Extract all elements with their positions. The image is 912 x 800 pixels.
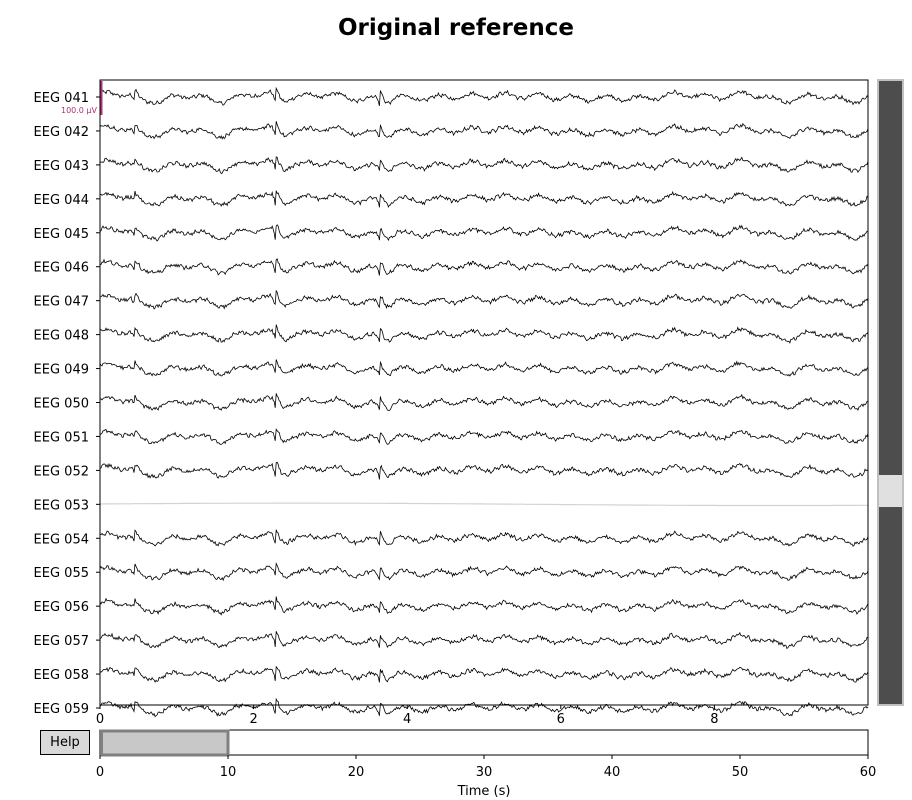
channel-labels: EEG 041 EEG 042 EEG 043 EEG 044 EEG 045 EEG 0…: [34, 91, 100, 717]
trace-eeg-053[interactable]: [100, 502, 868, 507]
channel-label[interactable]: EEG 056: [34, 600, 89, 615]
trace-eeg-047[interactable]: [99, 289, 869, 310]
channel-scrollbar-track[interactable]: [879, 81, 902, 704]
channel-label[interactable]: EEG 047: [34, 295, 89, 310]
overview-x-tick-label: 0: [96, 765, 104, 780]
plot-frame: [99, 79, 869, 706]
main-x-tick-label: 2: [249, 712, 257, 727]
trace-eeg-058[interactable]: [99, 665, 869, 683]
trace-eeg-049[interactable]: [99, 359, 869, 377]
trace-eeg-054[interactable]: [99, 529, 869, 547]
main-x-tick-label: 6: [557, 712, 565, 727]
traces-group: [99, 86, 869, 718]
channel-label[interactable]: EEG 051: [34, 430, 89, 445]
trace-eeg-052[interactable]: [99, 461, 869, 480]
trace-eeg-046[interactable]: [99, 258, 869, 276]
channel-scrollbar[interactable]: [877, 79, 904, 706]
trace-eeg-056[interactable]: [99, 596, 869, 616]
trace-eeg-041[interactable]: [99, 86, 869, 106]
main-x-tick-label: 0: [96, 712, 104, 727]
chart-title: Original reference: [338, 15, 574, 41]
channel-label[interactable]: EEG 059: [34, 702, 89, 717]
overview-x-tick-label: 10: [220, 765, 237, 780]
channel-label[interactable]: EEG 057: [34, 634, 89, 649]
channel-label[interactable]: EEG 053: [34, 498, 89, 513]
overview-x-label: Time (s): [457, 784, 511, 799]
scale-bar: 100.0 µV: [61, 81, 103, 115]
channel-label[interactable]: EEG 050: [34, 397, 89, 412]
trace-eeg-055[interactable]: [99, 562, 869, 582]
overview-bar[interactable]: 0 10 20 30 40 50 60 Time (s): [96, 729, 876, 799]
overview-x-tick-label: 50: [732, 765, 749, 780]
channel-label[interactable]: EEG 042: [34, 125, 89, 140]
trace-eeg-059[interactable]: [99, 697, 869, 718]
trace-eeg-042[interactable]: [99, 121, 869, 140]
help-button[interactable]: Help: [40, 730, 90, 755]
trace-eeg-050[interactable]: [99, 393, 869, 412]
trace-eeg-044[interactable]: [99, 190, 869, 209]
overview-x-tick-label: 30: [476, 765, 493, 780]
trace-eeg-057[interactable]: [99, 631, 869, 650]
overview-x-tick-label: 60: [860, 765, 877, 780]
channel-label[interactable]: EEG 041: [34, 91, 89, 106]
channel-label[interactable]: EEG 055: [34, 566, 89, 581]
channel-label[interactable]: EEG 046: [34, 261, 89, 276]
main-x-tick-label: 4: [403, 712, 411, 727]
main-x-tick-label: 8: [710, 712, 718, 727]
channel-label[interactable]: EEG 044: [34, 193, 89, 208]
trace-eeg-051[interactable]: [99, 428, 869, 445]
channel-label[interactable]: EEG 048: [34, 329, 89, 344]
channel-label[interactable]: EEG 043: [34, 159, 89, 174]
channel-label[interactable]: EEG 049: [34, 363, 89, 378]
overview-x-axis: 0 10 20 30 40 50 60: [96, 755, 876, 780]
channel-label[interactable]: EEG 052: [34, 464, 89, 479]
trace-eeg-043[interactable]: [99, 156, 869, 174]
trace-eeg-048[interactable]: [99, 324, 869, 344]
channel-label[interactable]: EEG 045: [34, 227, 89, 242]
scale-bar-label: 100.0 µV: [61, 106, 98, 115]
channel-label[interactable]: EEG 058: [34, 668, 89, 683]
overview-x-tick-label: 40: [604, 765, 621, 780]
channel-label[interactable]: EEG 054: [34, 532, 89, 547]
overview-selection-window[interactable]: [100, 729, 230, 757]
channel-scrollbar-thumb[interactable]: [879, 475, 902, 507]
trace-eeg-045[interactable]: [99, 224, 869, 242]
plot-background: [100, 80, 868, 705]
main-x-axis: 0 2 4 6 8: [96, 705, 719, 727]
overview-x-tick-label: 20: [348, 765, 365, 780]
